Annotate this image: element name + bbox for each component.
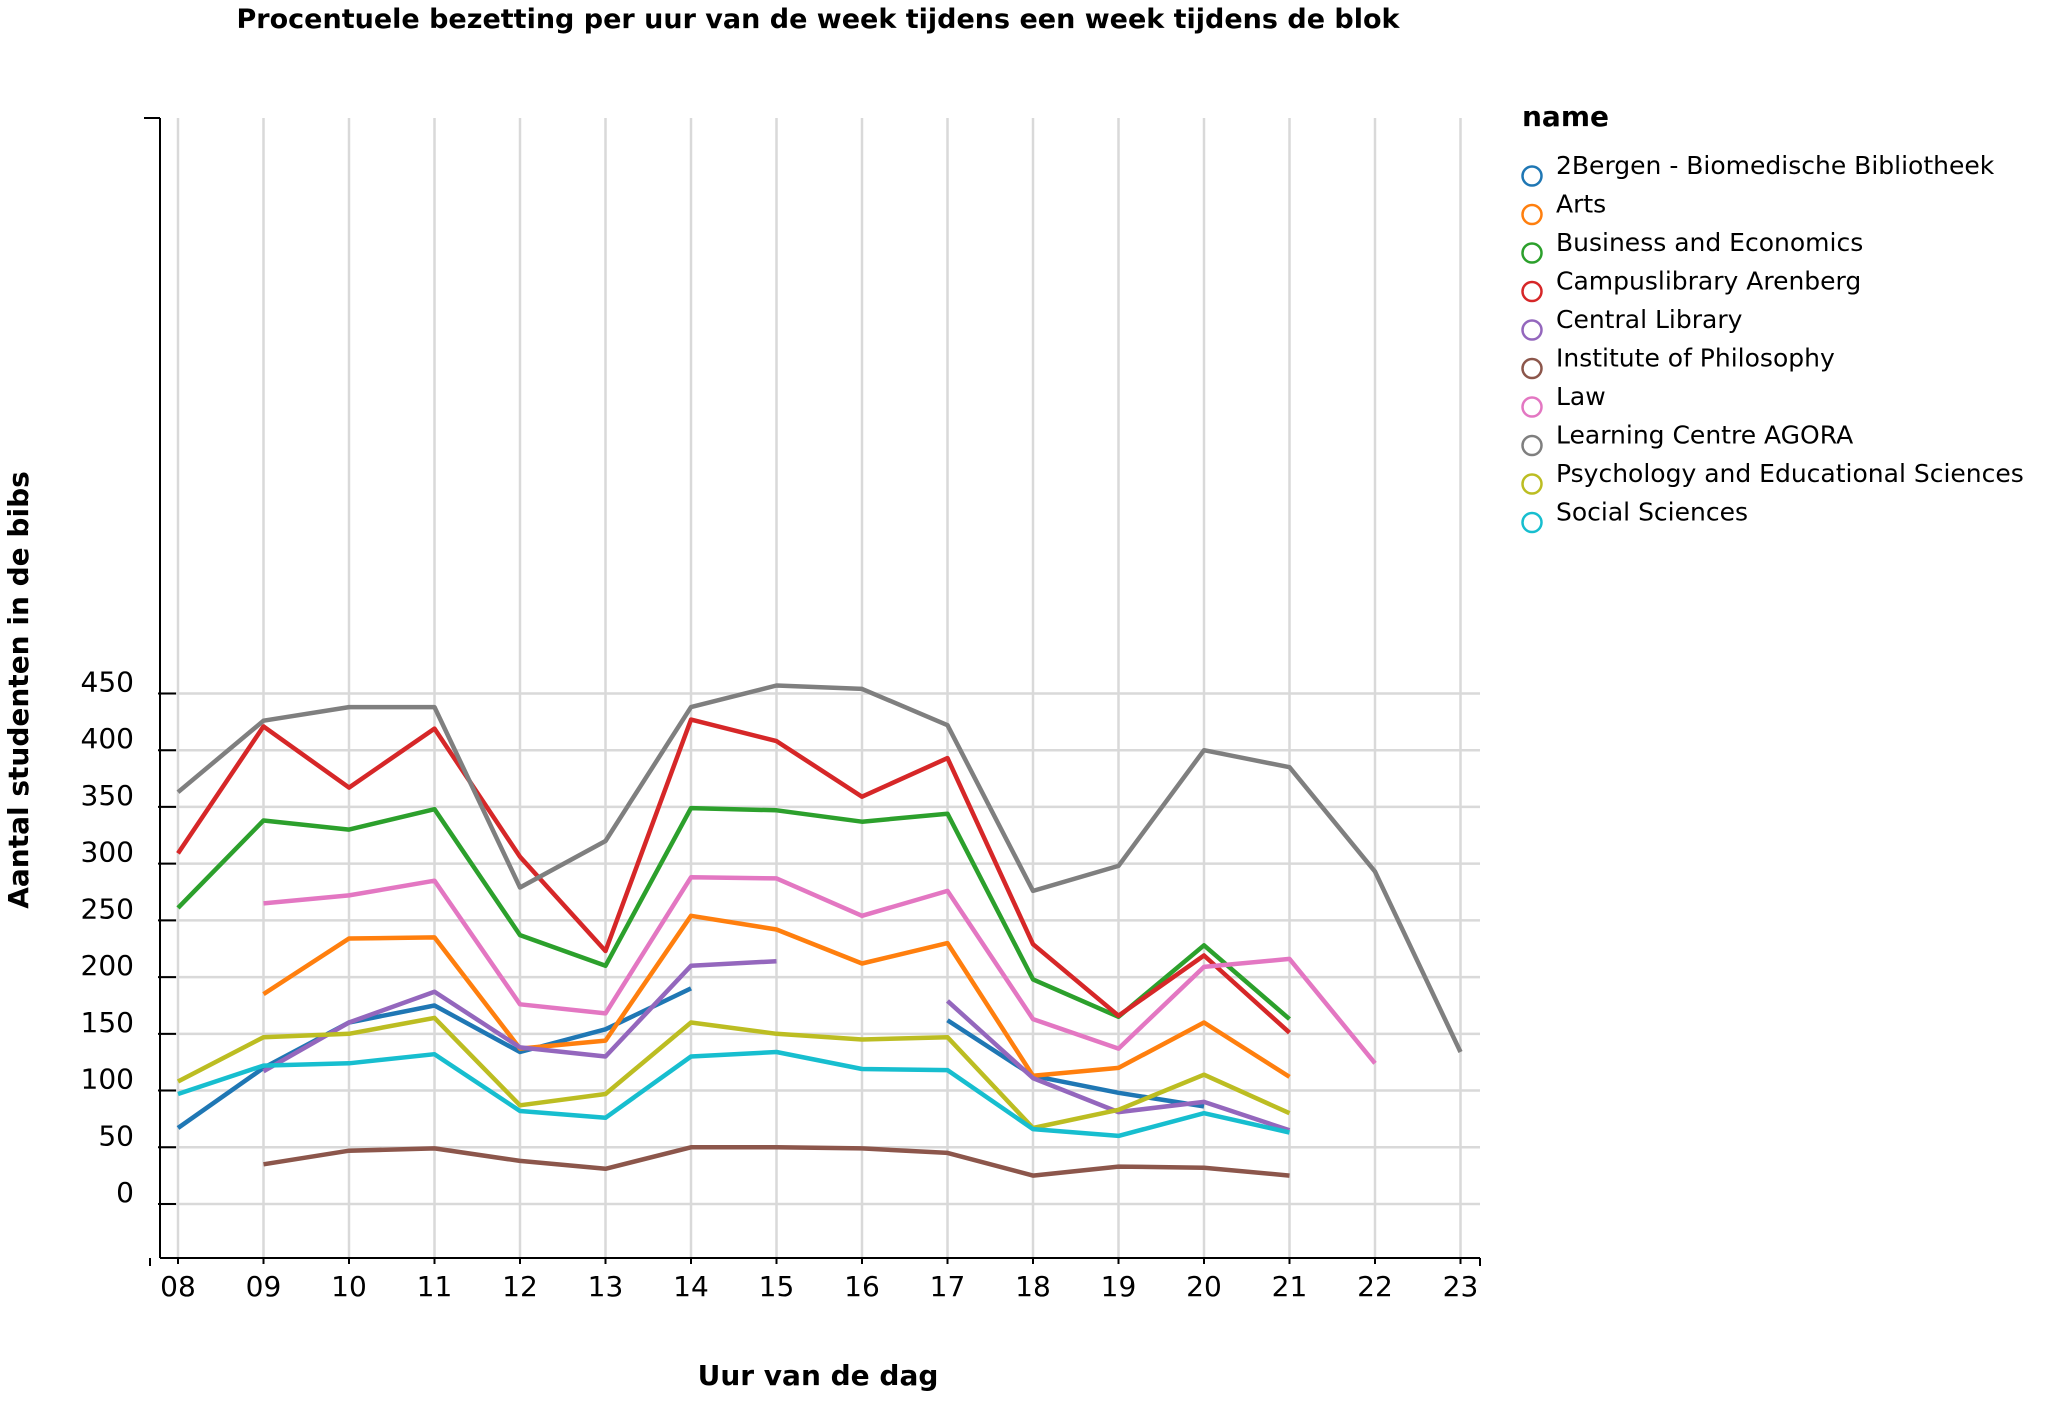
series-institute-of-philosophy <box>263 1145 1290 1178</box>
series-line-arts <box>262 913 1291 1079</box>
series-campuslibrary-arenberg <box>176 717 1292 1035</box>
series-lines <box>176 683 1463 1178</box>
y-tick-label: 200 <box>81 949 134 982</box>
series-line-learning-centre-agora <box>176 683 1463 1053</box>
legend-label: Institute of Philosophy <box>1556 344 1835 373</box>
y-tick-label: 300 <box>81 836 134 869</box>
legend-label: Learning Centre AGORA <box>1556 421 1853 450</box>
x-axis-label: Uur van de dag <box>698 1359 939 1392</box>
legend-title: name <box>1522 100 1609 133</box>
y-tick-label: 150 <box>81 1006 134 1039</box>
series-line-law <box>263 875 1377 1065</box>
series-line-2bergen-biomedische-bibliotheek <box>946 1018 1205 1109</box>
y-tick-label: 0 <box>116 1176 134 1209</box>
y-tick-label: 50 <box>98 1119 134 1152</box>
series-social-sciences <box>177 1049 1290 1139</box>
y-tick-label: 100 <box>81 1063 134 1096</box>
x-tick-label: 21 <box>1272 1270 1308 1303</box>
legend-label: Arts <box>1556 190 1606 219</box>
series-law <box>263 875 1377 1065</box>
x-tick-label: 10 <box>331 1270 367 1303</box>
legend-marker <box>1521 434 1543 457</box>
legend-label: Business and Economics <box>1556 228 1863 257</box>
y-tick-label: 350 <box>81 779 134 812</box>
legend-marker <box>1521 511 1543 534</box>
legend-label: Campuslibrary Arenberg <box>1556 267 1861 296</box>
series-line-psychology-and-educational-sciences <box>176 1015 1291 1131</box>
legend-marker <box>1521 203 1543 226</box>
y-tick-label: 400 <box>81 722 134 755</box>
chart-title: Procentuele bezetting per uur van de wee… <box>237 4 1401 35</box>
y-tick-label: 450 <box>81 665 134 698</box>
x-tick-label: 19 <box>1101 1270 1137 1303</box>
series-business-and-economics <box>176 805 1291 1021</box>
legend-label: Social Sciences <box>1556 498 1748 527</box>
x-tick-label: 22 <box>1357 1270 1393 1303</box>
y-axis-label: Aantal studenten in de bibs <box>2 471 35 909</box>
x-tick-label: 17 <box>930 1270 966 1303</box>
legend: name 2Bergen - Biomedische Bibliotheek Ar… <box>1521 100 2024 534</box>
x-tick-label: 13 <box>588 1270 624 1303</box>
x-tick-label: 23 <box>1443 1270 1479 1303</box>
legend-marker <box>1521 242 1543 264</box>
legend-marker <box>1521 319 1543 341</box>
series-arts <box>262 913 1291 1079</box>
y-tick-label: 250 <box>81 892 134 925</box>
legend-label: 2Bergen - Biomedische Bibliotheek <box>1556 151 1995 180</box>
legend-marker <box>1521 165 1543 187</box>
tick-labels: 08 09 10 11 12 13 14 15 16 17 18 19 20 21 22 23 0 50 100 15… <box>81 665 1479 1303</box>
x-tick-label: 12 <box>502 1270 538 1303</box>
legend-marker <box>1521 357 1543 380</box>
legend-label: Central Library <box>1556 305 1743 334</box>
axes <box>144 117 1481 1266</box>
x-tick-label: 15 <box>759 1270 795 1303</box>
x-tick-label: 18 <box>1015 1270 1051 1303</box>
series-line-business-and-economics <box>176 805 1291 1021</box>
x-tick-label: 09 <box>246 1270 282 1303</box>
series-line-campuslibrary-arenberg <box>176 717 1292 1035</box>
series-psychology-and-educational-sciences <box>176 1015 1291 1131</box>
x-tick-label: 08 <box>160 1270 196 1303</box>
x-tick-label: 20 <box>1186 1270 1222 1303</box>
series-line-institute-of-philosophy <box>263 1145 1290 1178</box>
x-tick-label: 14 <box>673 1270 709 1303</box>
series-line-social-sciences <box>177 1049 1290 1139</box>
x-tick-label: 16 <box>844 1270 880 1303</box>
x-tick-label: 11 <box>417 1270 453 1303</box>
series-line-central-library <box>262 958 777 1074</box>
legend-label: Psychology and Educational Sciences <box>1556 459 2024 488</box>
legend-label: Law <box>1556 382 1606 411</box>
legend-marker <box>1521 280 1543 303</box>
legend-marker <box>1521 396 1543 418</box>
series-learning-centre-agora <box>176 683 1463 1053</box>
legend-marker <box>1521 473 1543 495</box>
